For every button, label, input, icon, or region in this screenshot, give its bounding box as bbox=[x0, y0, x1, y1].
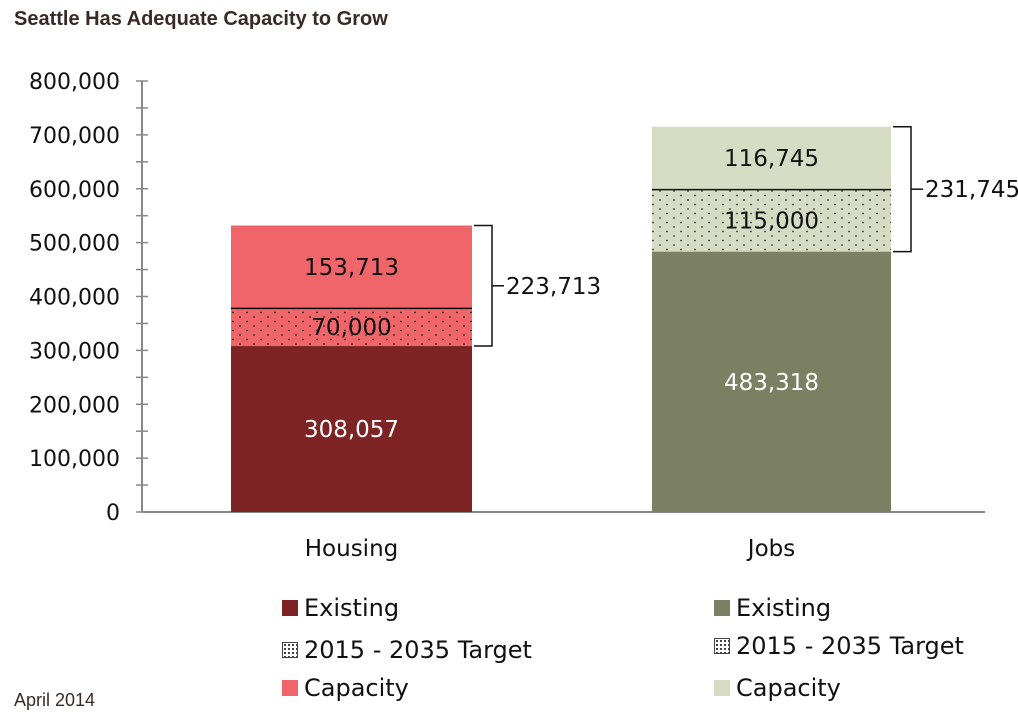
legend-item-housing-target: 2015 - 2035 Target bbox=[282, 636, 532, 664]
bars-layer bbox=[231, 126, 891, 512]
bar-segment-jobs-2015-2035-target bbox=[652, 189, 891, 252]
legend-swatch-housing-capacity bbox=[282, 680, 298, 696]
legend-item-jobs-capacity: Capacity bbox=[714, 674, 841, 702]
footer-date: April 2014 bbox=[14, 690, 96, 710]
data-label-housing-2015-2035-target: 70,000 bbox=[311, 315, 391, 341]
y-tick-label: 600,000 bbox=[29, 178, 120, 203]
data-label-jobs-existing: 483,318 bbox=[724, 370, 819, 396]
labels-layer: 308,057 70,000 153,713 223,713 Housing 483,31… bbox=[304, 126, 1018, 562]
bracket-label-jobs: 231,745 bbox=[925, 177, 1018, 203]
legend-swatch-housing-target bbox=[282, 642, 298, 658]
y-tick-label: 200,000 bbox=[29, 393, 120, 418]
legend-label: Existing bbox=[304, 594, 400, 622]
y-tick-label: 300,000 bbox=[29, 339, 120, 364]
legend-label: Capacity bbox=[304, 674, 409, 702]
bar-segment-housing-2015-2035-target bbox=[231, 308, 472, 347]
legend-label: Existing bbox=[736, 594, 832, 622]
bar-segment-jobs-capacity bbox=[652, 126, 891, 190]
x-category-label: Jobs bbox=[746, 536, 795, 562]
axis-layer: 0 100,000 200,000 300,000 400,000 500,000 600,… bbox=[29, 70, 985, 526]
legend-label: 2015 - 2035 Target bbox=[736, 632, 964, 660]
bar-segment-jobs-existing bbox=[652, 251, 891, 512]
legend-item-housing-existing: Existing bbox=[282, 594, 399, 622]
data-label-housing-capacity: 153,713 bbox=[304, 255, 399, 281]
legend-item-jobs-target: 2015 - 2035 Target bbox=[714, 632, 964, 660]
y-tick-label: 100,000 bbox=[29, 447, 120, 472]
legend-label: 2015 - 2035 Target bbox=[304, 636, 532, 664]
legend-swatch-jobs-target bbox=[714, 638, 730, 654]
data-label-jobs-2015-2035-target: 115,000 bbox=[724, 209, 819, 235]
y-tick-label: 400,000 bbox=[29, 286, 120, 311]
y-tick-label: 0 bbox=[106, 501, 120, 526]
y-tick-label: 500,000 bbox=[29, 232, 120, 257]
legend-label: Capacity bbox=[736, 674, 841, 702]
legend-swatch-housing-existing bbox=[282, 600, 298, 616]
data-label-jobs-capacity: 116,745 bbox=[724, 146, 819, 172]
legend-item-housing-capacity: Capacity bbox=[282, 674, 409, 702]
legend-swatch-jobs-existing bbox=[714, 600, 730, 616]
y-tick-label: 700,000 bbox=[29, 124, 120, 149]
x-category-label: Housing bbox=[305, 536, 399, 562]
bracket-label-housing: 223,713 bbox=[506, 274, 601, 300]
bracket-jobs bbox=[893, 126, 912, 253]
chart-title: Seattle Has Adequate Capacity to Grow bbox=[14, 8, 388, 30]
legend-swatch-jobs-capacity bbox=[714, 680, 730, 696]
bar-segment-housing-existing bbox=[231, 346, 472, 512]
data-label-housing-existing: 308,057 bbox=[304, 417, 399, 443]
y-tick-label: 800,000 bbox=[29, 70, 120, 95]
bar-segment-housing-capacity bbox=[231, 225, 472, 309]
legend-item-jobs-existing: Existing bbox=[714, 594, 831, 622]
bracket-housing bbox=[474, 224, 493, 347]
